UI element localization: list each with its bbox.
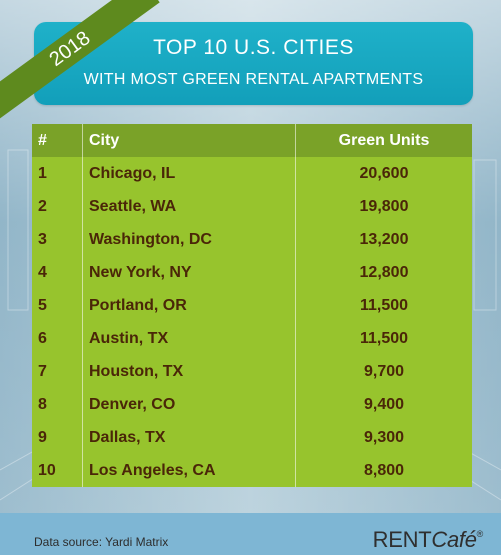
- table-row: 4 New York, NY 12,800: [32, 256, 472, 289]
- ranking-table-container: # City Green Units 1 Chicago, IL 20,600 2 Se…: [32, 124, 472, 488]
- table-row: 2 Seattle, WA 19,800: [32, 190, 472, 223]
- cell-green-units: 13,200: [295, 223, 472, 256]
- cell-city: Washington, DC: [82, 223, 296, 256]
- cell-rank: 10: [32, 454, 83, 487]
- cell-green-units: 19,800: [295, 190, 472, 223]
- cell-green-units: 12,800: [295, 256, 472, 289]
- cell-green-units: 9,400: [295, 388, 472, 421]
- cell-rank: 5: [32, 289, 83, 322]
- cell-green-units: 8,800: [295, 454, 472, 487]
- table-row: 9 Dallas, TX 9,300: [32, 421, 472, 454]
- table-row: 10 Los Angeles, CA 8,800: [32, 454, 472, 487]
- cell-rank: 7: [32, 355, 83, 388]
- table-row: 1 Chicago, IL 20,600: [32, 157, 472, 190]
- column-header-green-units: Green Units: [295, 124, 472, 157]
- table-row: 7 Houston, TX 9,700: [32, 355, 472, 388]
- cell-rank: 8: [32, 388, 83, 421]
- cell-green-units: 20,600: [295, 157, 472, 190]
- table-row: 3 Washington, DC 13,200: [32, 223, 472, 256]
- cell-city: Chicago, IL: [82, 157, 296, 190]
- cell-city: Dallas, TX: [82, 421, 296, 454]
- cell-rank: 1: [32, 157, 83, 190]
- cell-green-units: 11,500: [295, 322, 472, 355]
- cell-rank: 9: [32, 421, 83, 454]
- cell-rank: 2: [32, 190, 83, 223]
- year-ribbon-container: 2018: [0, 0, 160, 120]
- rentcafe-logo: RENTCafé®: [372, 527, 484, 553]
- column-header-rank: #: [32, 124, 83, 157]
- ranking-table: # City Green Units 1 Chicago, IL 20,600 2 Se…: [32, 124, 472, 487]
- cell-city: Houston, TX: [82, 355, 296, 388]
- year-ribbon: 2018: [0, 0, 160, 120]
- cell-green-units: 9,700: [295, 355, 472, 388]
- cell-rank: 4: [32, 256, 83, 289]
- table-header-row: # City Green Units: [32, 124, 472, 157]
- cell-city: Denver, CO: [82, 388, 296, 421]
- table-body: 1 Chicago, IL 20,600 2 Seattle, WA 19,800 3 Was…: [32, 157, 472, 487]
- cell-city: Seattle, WA: [82, 190, 296, 223]
- table-row: 6 Austin, TX 11,500: [32, 322, 472, 355]
- title-line-2: WITH MOST GREEN RENTAL APARTMENTS: [83, 71, 424, 88]
- footer: Data source: Yardi Matrix RENTCafé®: [0, 513, 501, 555]
- column-header-city: City: [82, 124, 296, 157]
- brand-rent: RENT: [372, 527, 432, 552]
- brand-cafe: Café: [431, 527, 477, 552]
- cell-green-units: 9,300: [295, 421, 472, 454]
- cell-city: Portland, OR: [82, 289, 296, 322]
- cell-city: New York, NY: [82, 256, 296, 289]
- table-row: 5 Portland, OR 11,500: [32, 289, 472, 322]
- title-line-1: TOP 10 U.S. CITIES: [153, 36, 354, 59]
- cell-rank: 3: [32, 223, 83, 256]
- cell-green-units: 11,500: [295, 289, 472, 322]
- cell-city: Los Angeles, CA: [82, 454, 296, 487]
- cell-city: Austin, TX: [82, 322, 296, 355]
- brand-registered-mark: ®: [476, 529, 484, 539]
- cell-rank: 6: [32, 322, 83, 355]
- data-source: Data source: Yardi Matrix: [34, 535, 169, 549]
- table-row: 8 Denver, CO 9,400: [32, 388, 472, 421]
